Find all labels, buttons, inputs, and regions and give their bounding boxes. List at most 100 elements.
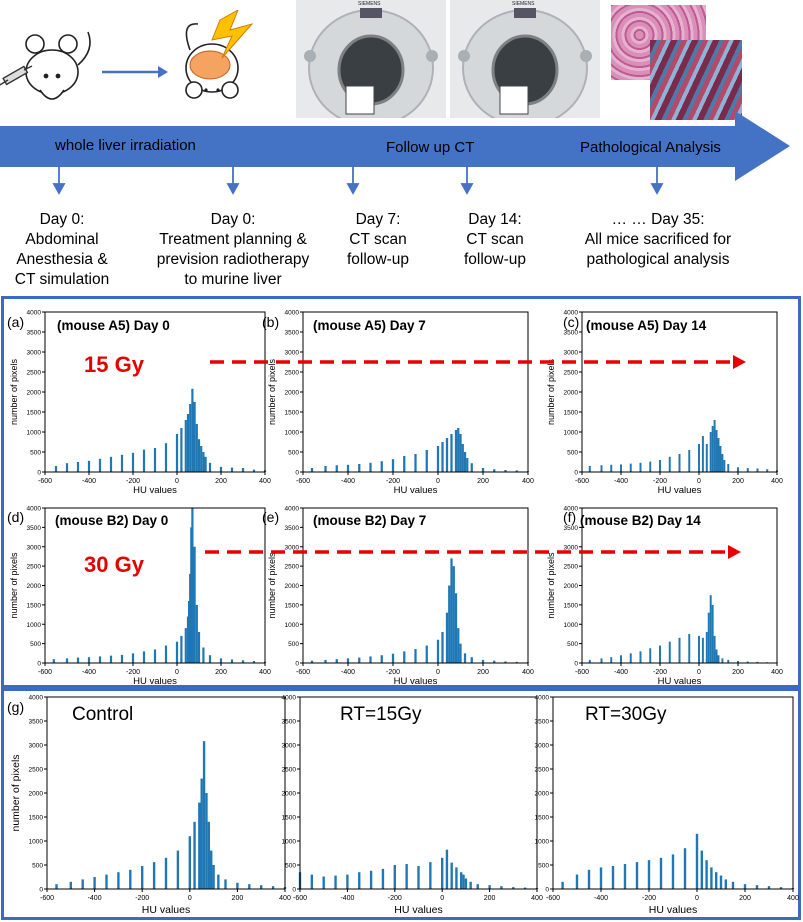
y-tick-label: 500 xyxy=(32,863,43,870)
histogram-bar xyxy=(188,836,191,889)
histogram-bar xyxy=(175,434,179,472)
x-tick-label: -200 xyxy=(642,895,656,902)
y-tick-label: 1500 xyxy=(285,602,300,609)
y-tick-label: 2500 xyxy=(27,564,42,571)
y-axis-label: number of pixels xyxy=(10,754,22,831)
histogram-bar xyxy=(219,658,223,663)
histogram-bar xyxy=(588,466,591,472)
x-tick-label: -400 xyxy=(82,669,96,676)
x-tick-label: 200 xyxy=(232,895,244,902)
y-tick-label: 4000 xyxy=(285,506,300,513)
y-tick-label: 0 xyxy=(295,470,299,477)
histogram-bar xyxy=(191,388,194,472)
histogram-bar xyxy=(403,651,406,664)
histogram-bar xyxy=(202,741,206,889)
histogram-bar xyxy=(358,464,361,472)
histogram-bar xyxy=(425,450,428,472)
histogram-bar xyxy=(493,469,496,472)
y-tick-label: 0 xyxy=(574,661,578,668)
histogram-bar xyxy=(678,454,681,472)
y-tick-label: 3000 xyxy=(27,544,42,551)
histogram-bar xyxy=(461,444,464,472)
y-tick-label: 4000 xyxy=(535,695,550,702)
histogram-bar xyxy=(204,456,207,472)
histogram-bar xyxy=(719,875,723,889)
x-tick-label: -600 xyxy=(293,895,307,902)
histogram-bar xyxy=(737,661,739,663)
x-tick-label: -200 xyxy=(126,478,140,485)
y-tick-label: 4000 xyxy=(282,695,297,702)
panel-label: (f) xyxy=(563,509,576,525)
histogram-bar xyxy=(671,854,675,889)
histogram-bar xyxy=(98,656,102,663)
x-tick-label: -600 xyxy=(40,895,54,902)
histogram-bar xyxy=(755,885,759,889)
y-tick-label: 2500 xyxy=(535,767,550,774)
histogram-bar xyxy=(210,850,213,889)
y-tick-label: 3000 xyxy=(285,350,300,357)
y-tick-label: 0 xyxy=(295,661,299,668)
histogram-bar xyxy=(369,656,372,663)
x-tick-label: 0 xyxy=(175,478,179,485)
histogram-bar xyxy=(647,860,651,889)
y-tick-label: 2000 xyxy=(29,791,44,798)
histogram-bar xyxy=(701,436,704,472)
histogram-bar xyxy=(459,872,463,889)
histogram-bar xyxy=(711,604,714,664)
y-tick-label: 1500 xyxy=(282,815,297,822)
histogram-bar xyxy=(109,655,113,663)
dose-arrow-30gy xyxy=(205,545,741,559)
y-tick-label: 3500 xyxy=(285,330,300,337)
histogram-bar xyxy=(417,865,420,889)
x-tick-label: -400 xyxy=(82,478,96,485)
x-axis-label: HU values xyxy=(133,676,177,687)
histogram-bar xyxy=(153,649,157,663)
histogram-bar xyxy=(403,456,406,472)
x-tick-label: -400 xyxy=(340,895,354,902)
histogram-bar xyxy=(445,849,449,889)
step-line: CT scan xyxy=(466,231,524,248)
histogram-bar xyxy=(610,657,613,663)
histogram-bar xyxy=(500,886,503,889)
x-tick-label: -200 xyxy=(126,669,140,676)
histogram-bar xyxy=(737,467,739,472)
histogram-bar xyxy=(310,468,314,472)
y-tick-label: 2000 xyxy=(564,390,579,397)
histogram-bar xyxy=(164,645,168,663)
x-tick-label: 0 xyxy=(695,895,699,902)
y-tick-label: 3500 xyxy=(285,525,300,532)
panel-label: (g) xyxy=(7,699,24,715)
chart-title: (mouse A5) Day 14 xyxy=(586,318,707,333)
arrow-icon xyxy=(102,66,168,78)
ct-scanner-photo: SIEMENS xyxy=(450,0,600,118)
y-tick-label: 500 xyxy=(567,450,578,457)
histogram-bar xyxy=(600,658,603,663)
y-axis-label: number of pixels xyxy=(9,552,19,619)
histogram-bar xyxy=(98,458,102,472)
timeline-arrow xyxy=(0,111,790,181)
histogram-bar xyxy=(504,661,507,663)
y-tick-label: 1000 xyxy=(564,430,579,437)
histogram-bar xyxy=(767,886,771,889)
y-tick-label: 3000 xyxy=(27,350,42,357)
histogram-bar xyxy=(131,653,135,663)
histogram-bar xyxy=(620,464,622,472)
histogram-bar xyxy=(441,442,444,472)
histogram-bar xyxy=(236,882,239,889)
y-tick-label: 1000 xyxy=(27,430,42,437)
histogram-bar xyxy=(731,881,735,889)
histogram-bar xyxy=(639,651,642,664)
dose-label: 15 Gy xyxy=(84,352,144,377)
histogram-bar xyxy=(369,870,373,889)
y-tick-label: 1500 xyxy=(27,410,42,417)
histogram-bar xyxy=(252,661,256,663)
histogram-bar xyxy=(659,645,661,663)
histogram-bar xyxy=(195,424,198,472)
y-tick-label: 2500 xyxy=(27,370,42,377)
histogram-bar xyxy=(208,655,212,663)
y-axis-label: number of pixels xyxy=(267,358,277,425)
y-tick-label: 3000 xyxy=(282,743,297,750)
histogram-bar xyxy=(629,463,632,472)
histogram-bar xyxy=(87,460,91,472)
histogram-bar xyxy=(723,460,726,472)
